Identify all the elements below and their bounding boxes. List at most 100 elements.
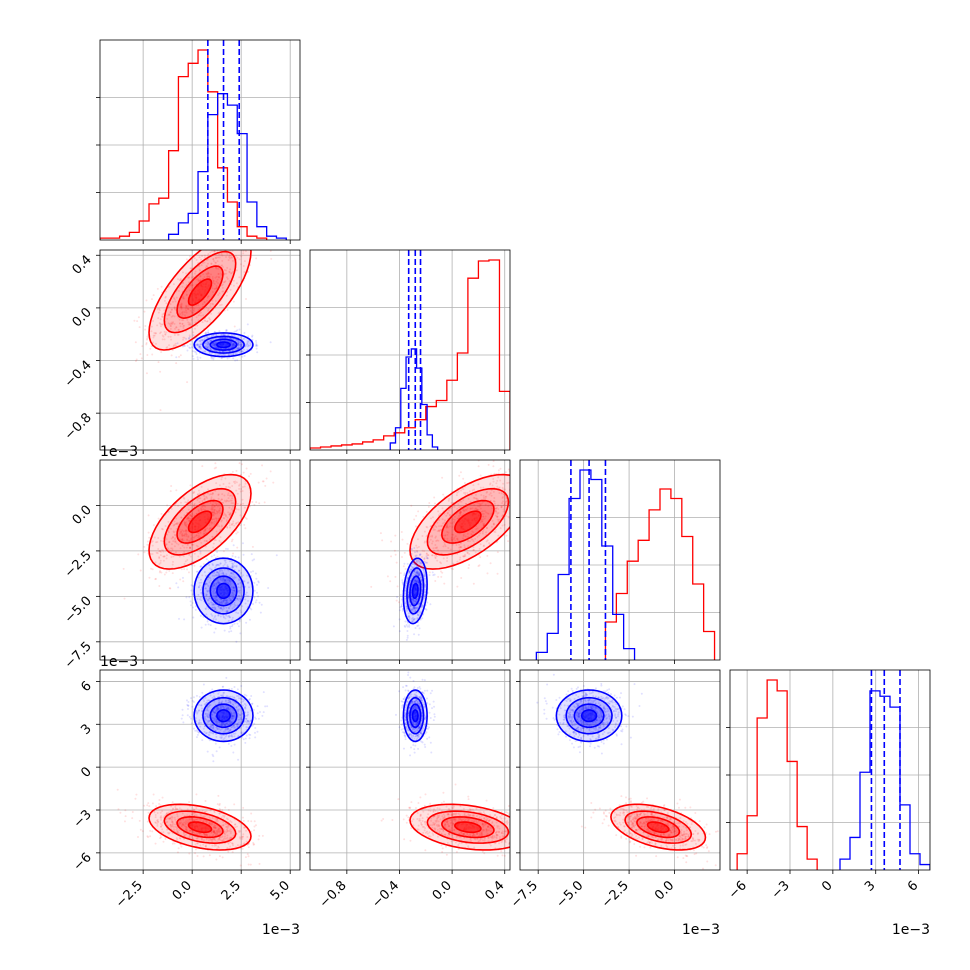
- red-sample-point: [542, 494, 544, 496]
- red-sample-point: [533, 472, 535, 474]
- blue-sample-point: [205, 558, 208, 561]
- red-sample-point: [177, 333, 180, 336]
- blue-sample-point: [231, 566, 234, 569]
- red-sample-point: [199, 279, 202, 282]
- red-sample-point: [482, 512, 485, 515]
- red-sample-point: [442, 557, 445, 560]
- blue-sample-point: [230, 342, 233, 345]
- blue-sample-point: [224, 561, 227, 564]
- blue-sample-point: [191, 602, 194, 605]
- red-sample-point: [423, 550, 426, 553]
- red-sample-point: [473, 504, 476, 507]
- blue-sample-point: [199, 614, 202, 617]
- red-sample-point: [174, 523, 177, 526]
- red-sample-point: [161, 338, 164, 341]
- blue-sample-point: [222, 578, 225, 581]
- red-sample-point: [417, 510, 420, 513]
- red-sample-point: [151, 353, 154, 356]
- red-sample-point: [229, 513, 232, 516]
- red-sample-point: [232, 520, 235, 523]
- red-sample-point: [233, 524, 236, 527]
- red-sample-point: [232, 284, 235, 287]
- red-sample-point: [189, 546, 192, 549]
- red-sample-point: [521, 493, 523, 495]
- red-sample-point: [194, 327, 197, 330]
- blue-sample-point: [205, 345, 208, 348]
- blue-sample-point: [205, 337, 208, 340]
- red-sample-point: [462, 555, 465, 558]
- red-sample-point: [475, 497, 478, 500]
- x-ticks: [346, 660, 506, 664]
- red-sample-point: [492, 465, 495, 468]
- blue-sample-point: [198, 340, 201, 343]
- red-sample-point: [214, 299, 217, 302]
- red-sample-point: [211, 302, 214, 305]
- red-sample-point: [210, 522, 213, 525]
- red-sample-point: [220, 253, 223, 256]
- blue-contour: [202, 335, 245, 354]
- red-sample-point: [243, 506, 246, 509]
- blue-sample-point: [175, 582, 178, 585]
- blue-sample-point: [204, 607, 207, 610]
- blue-sample-point: [396, 595, 399, 598]
- red-sample-point: [192, 275, 195, 278]
- blue-sample-point: [244, 602, 247, 605]
- blue-sample-point: [207, 584, 210, 587]
- red-sample-point: [171, 300, 174, 303]
- blue-sample-point: [214, 566, 217, 569]
- red-sample-point: [229, 288, 232, 291]
- blue-sample-point: [210, 339, 213, 342]
- red-sample-point: [200, 505, 203, 508]
- red-sample-point: [211, 299, 214, 302]
- blue-sample-point: [414, 607, 417, 610]
- red-sample-point: [232, 480, 235, 483]
- blue-sample-point: [231, 353, 234, 356]
- red-sample-point: [215, 530, 218, 533]
- blue-sample-point: [229, 599, 232, 602]
- blue-sample-point: [413, 606, 416, 609]
- red-sample-point: [421, 549, 424, 552]
- blue-sample-point: [225, 600, 228, 603]
- blue-sample-point: [206, 589, 209, 592]
- red-sample-point: [449, 507, 452, 510]
- blue-sample-point: [420, 578, 423, 581]
- red-sample-point: [146, 354, 149, 357]
- red-sample-point: [242, 471, 245, 474]
- red-sample-point: [265, 477, 268, 480]
- blue-sample-point: [231, 344, 234, 347]
- blue-sample-point: [238, 340, 241, 343]
- blue-sample-point: [239, 581, 242, 584]
- blue-sample-point: [233, 601, 236, 604]
- red-sample-point: [195, 544, 198, 547]
- blue-sample-point: [210, 569, 213, 572]
- red-sample-point: [205, 495, 208, 498]
- red-sample-point: [221, 286, 224, 289]
- blue-sample-point: [220, 598, 223, 601]
- blue-sample-point: [410, 568, 413, 571]
- blue-sample-point: [199, 340, 202, 343]
- red-sample-point: [230, 271, 233, 274]
- red-sample-point: [122, 567, 125, 570]
- blue-sample-point: [227, 334, 230, 337]
- red-sample-point: [225, 485, 228, 488]
- red-sample-point: [186, 381, 189, 384]
- red-sample-point: [227, 492, 230, 495]
- blue-sample-point: [219, 337, 222, 340]
- blue-sample-point: [238, 578, 241, 581]
- red-sample-point: [123, 597, 126, 600]
- blue-sample-point: [418, 554, 421, 557]
- red-sample-point: [458, 512, 461, 515]
- red-sample-point: [215, 858, 218, 861]
- red-sample-point: [215, 275, 218, 278]
- red-sample-point: [185, 523, 188, 526]
- blue-sample-point: [213, 343, 216, 346]
- red-sample-point: [215, 503, 218, 506]
- red-sample-point: [194, 270, 197, 273]
- blue-sample-point: [225, 580, 228, 583]
- blue-sample-point: [244, 345, 247, 348]
- red-sample-point: [536, 484, 538, 486]
- blue-sample-point: [256, 351, 259, 354]
- red-sample-point: [458, 543, 461, 546]
- blue-sample-point: [229, 583, 232, 586]
- red-sample-point: [459, 510, 462, 513]
